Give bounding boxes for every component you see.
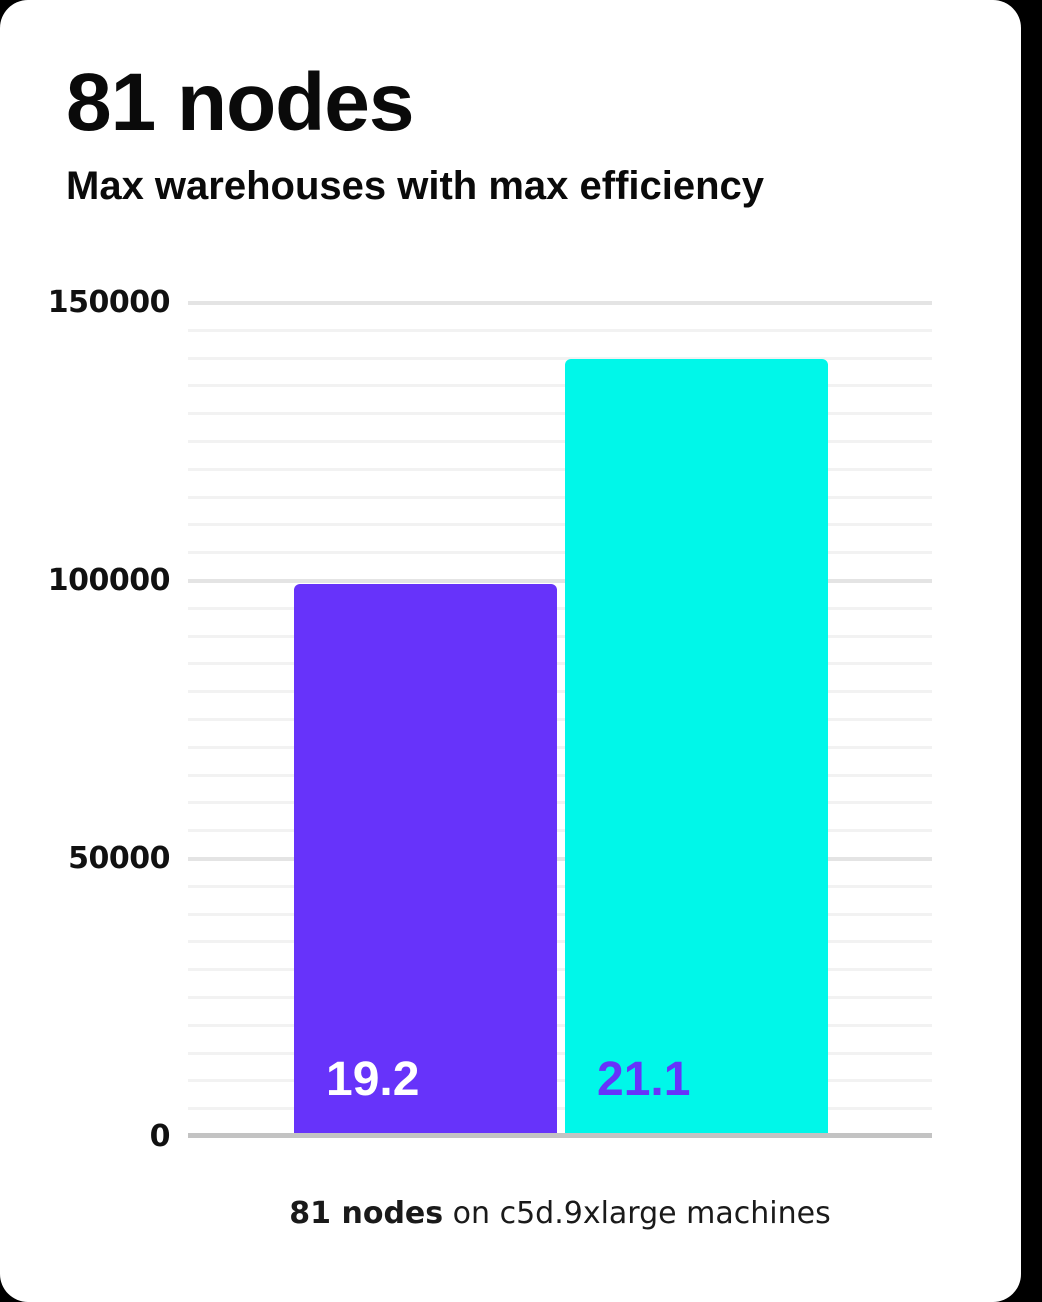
minor-gridline: [188, 662, 932, 666]
major-gridline: [188, 579, 932, 583]
y-axis-tick-label: 150000: [47, 285, 171, 320]
minor-gridline: [188, 551, 932, 555]
caption-regular-text: on c5d.9xlarge machines: [443, 1196, 831, 1231]
minor-gridline: [188, 634, 932, 638]
minor-gridline: [188, 912, 932, 916]
major-gridline: [188, 301, 932, 305]
minor-gridline: [188, 523, 932, 527]
minor-gridline: [188, 1079, 932, 1083]
major-gridline: [188, 857, 932, 861]
minor-gridline: [188, 1023, 932, 1027]
minor-gridline: [188, 412, 932, 416]
y-axis-tick-label: 100000: [47, 563, 171, 598]
minor-gridline: [188, 328, 932, 332]
minor-gridline: [188, 773, 932, 777]
minor-gridline: [188, 996, 932, 999]
minor-gridline: [188, 467, 932, 471]
minor-gridline: [188, 801, 932, 805]
bar-data-label: 19.2: [326, 1052, 420, 1106]
bar-19.2: 19.2: [294, 583, 557, 1137]
bar-21.1: 21.1: [565, 358, 828, 1137]
minor-gridline: [188, 690, 932, 694]
caption-bold-text: 81 nodes: [289, 1196, 444, 1231]
minor-gridline: [188, 440, 932, 443]
minor-gridline: [188, 968, 932, 972]
minor-gridline: [188, 495, 932, 499]
bar-chart-plot-area: 0 50000 100000 150000 19.2 21.1: [47, 285, 932, 1154]
bar-data-label: 21.1: [597, 1052, 691, 1106]
minor-gridline: [188, 745, 932, 749]
chart-card: 81 nodes Max warehouses with max efficie…: [0, 0, 1021, 1302]
minor-gridline: [188, 1051, 932, 1055]
chart-subtitle: Max warehouses with max efficiency: [66, 164, 765, 208]
y-axis-tick-label: 0: [149, 1119, 171, 1154]
minor-gridline: [188, 829, 932, 833]
minor-gridline: [188, 1107, 932, 1111]
x-axis-line: [188, 1133, 932, 1138]
minor-gridline: [188, 884, 932, 888]
minor-gridline: [188, 940, 932, 944]
minor-gridline: [188, 606, 932, 610]
chart-caption: 81 nodes on c5d.9xlarge machines: [188, 1196, 932, 1231]
minor-gridline: [188, 356, 932, 360]
chart-title: 81 nodes: [66, 57, 414, 148]
y-axis-tick-label: 50000: [68, 841, 170, 876]
minor-gridline: [188, 384, 932, 388]
minor-gridline: [188, 718, 932, 721]
